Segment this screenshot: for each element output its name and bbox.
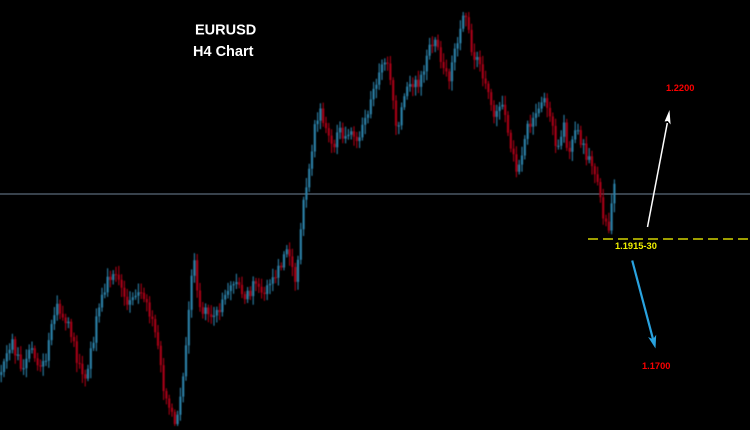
- svg-text:H4 Chart: H4 Chart: [193, 44, 254, 60]
- svg-text:1.1700: 1.1700: [642, 361, 670, 371]
- svg-text:EURUSD: EURUSD: [195, 23, 256, 39]
- svg-text:1.2200: 1.2200: [666, 83, 694, 93]
- svg-text:1.1915-30: 1.1915-30: [615, 241, 657, 251]
